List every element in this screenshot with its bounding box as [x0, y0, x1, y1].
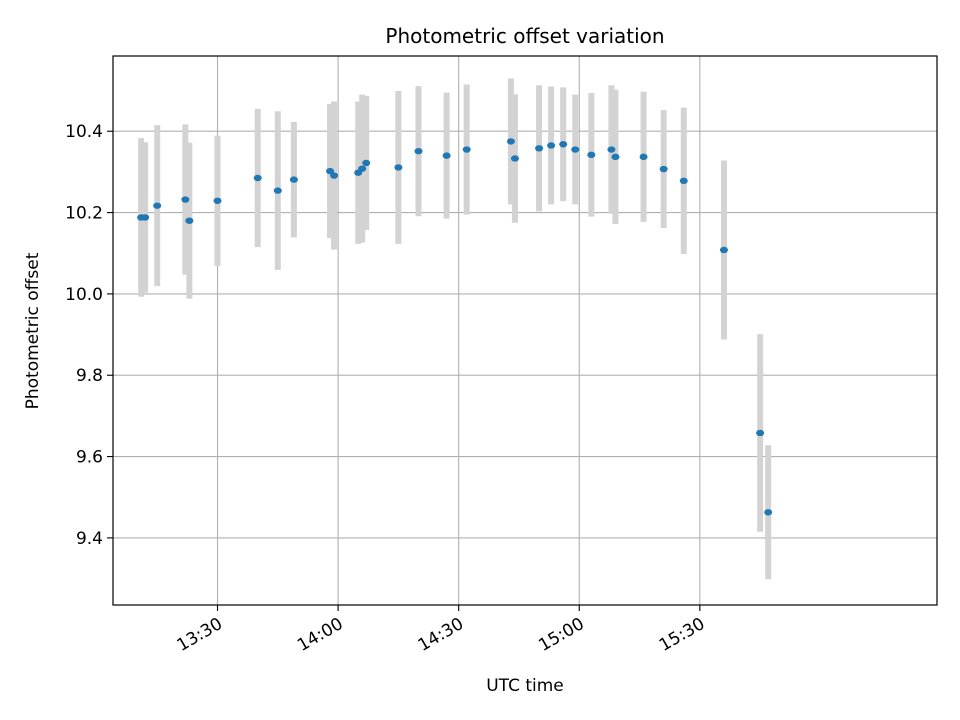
data-point: [510, 155, 519, 162]
data-point: [587, 151, 596, 159]
data-point: [535, 145, 544, 152]
data-point: [273, 187, 282, 194]
y-tick-label: 9.8: [76, 366, 103, 386]
data-point: [326, 167, 335, 175]
data-point: [506, 138, 515, 145]
data-point: [253, 174, 262, 182]
data-point: [764, 509, 773, 516]
data-point: [719, 246, 728, 254]
data-point: [611, 153, 620, 161]
data-point: [607, 146, 616, 153]
data-point: [659, 165, 668, 173]
y-tick-label: 10.0: [65, 285, 103, 305]
plot-frame: [112, 55, 938, 606]
data-point: [289, 176, 298, 183]
data-point: [362, 159, 371, 167]
data-point: [679, 177, 688, 185]
data-point: [442, 152, 451, 159]
y-tick-label: 10.2: [65, 204, 103, 224]
data-point: [213, 197, 222, 204]
data-point: [639, 153, 648, 161]
data-point: [358, 165, 367, 172]
data-point: [559, 141, 568, 148]
y-tick-label: 9.4: [76, 529, 103, 549]
data-point: [181, 196, 190, 203]
data-point: [185, 217, 194, 224]
data-point: [756, 429, 765, 437]
data-point: [330, 172, 339, 179]
y-axis-label: Photometric offset: [23, 252, 43, 409]
data-point: [394, 164, 403, 171]
data-point: [462, 146, 471, 153]
data-point: [547, 142, 556, 149]
y-axis-ticks: 9.4 9.6 9.8 10.0 10.2 10.4: [65, 122, 113, 549]
data-points: [137, 138, 773, 516]
data-point: [571, 146, 580, 153]
data-point: [414, 147, 423, 155]
y-tick-label: 10.4: [65, 122, 103, 142]
data-point: [141, 214, 150, 221]
x-axis-label: UTC time: [486, 676, 564, 696]
grid: [113, 56, 937, 605]
y-tick-label: 9.6: [76, 448, 103, 468]
chart-title: Photometric offset variation: [385, 24, 664, 48]
data-point: [153, 202, 162, 209]
